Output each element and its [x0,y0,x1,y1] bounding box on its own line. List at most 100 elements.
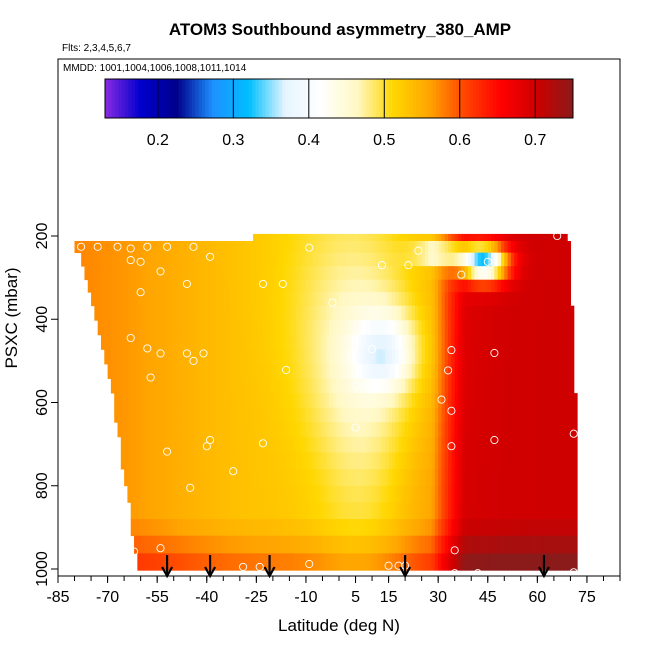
heatmap-cell [557,378,562,394]
heatmap-cell [117,393,122,409]
heatmap-cell [481,422,486,438]
colorbar-segment [522,79,527,118]
heatmap-cell [487,535,492,554]
heatmap-cell [428,436,433,453]
heatmap-cell [196,553,201,571]
heatmap-cell [365,519,370,537]
heatmap-cell [448,305,452,321]
heatmap-cell [299,535,304,554]
heatmap-cell [193,320,198,336]
heatmap-cell [497,252,502,267]
heatmap-cell [279,436,284,453]
heatmap-cell [190,349,195,365]
heatmap-cell [342,305,347,321]
heatmap-cell [458,393,462,409]
heatmap-cell [120,364,125,379]
heatmap-cell [167,378,171,394]
heatmap-cell [368,407,373,423]
heatmap-cell [530,233,535,242]
x-tick-label: -70 [96,589,119,606]
colorbar-segment [402,79,407,118]
heatmap-cell [563,334,568,350]
heatmap-cell [203,485,208,503]
heatmap-cell [431,378,436,394]
heatmap-cell [484,535,489,554]
heatmap-cell [157,364,162,379]
heatmap-cell [296,519,300,537]
heatmap-cell [210,535,214,554]
heatmap-cell [213,469,218,487]
heatmap-cell [474,553,479,571]
colorbar-segment [499,79,504,118]
heatmap-cell [319,436,324,453]
heatmap-cell [454,393,459,409]
heatmap-cell [481,349,486,365]
heatmap-cell [223,485,228,503]
heatmap-cell [563,305,568,321]
heatmap-cell [170,349,175,365]
heatmap-cell [219,378,224,394]
heatmap-cell [143,422,148,438]
heatmap-cell [484,485,489,503]
heatmap-cell [484,436,489,453]
heatmap-cell [124,436,129,453]
heatmap-cell [120,393,125,409]
heatmap-cell [504,553,509,571]
heatmap-cell [372,305,376,321]
heatmap-cell [441,252,446,267]
heatmap-cell [236,252,241,267]
heatmap-cell [537,469,542,487]
heatmap-cell [246,241,251,254]
heatmap-cell [385,266,390,281]
heatmap-cell [428,407,433,423]
heatmap-cell [401,266,406,281]
heatmap-cell [461,279,466,293]
heatmap-cell [319,378,324,394]
heatmap-cell [289,320,294,336]
heatmap-cell [431,252,436,267]
x-tick-label: 30 [429,589,447,606]
heatmap-cell [537,502,542,520]
heatmap-cell [434,252,439,267]
heatmap-cell [153,292,158,307]
heatmap-cell [239,519,244,537]
heatmap-cell [77,241,82,254]
heatmap-cell [494,241,499,254]
heatmap-cell [573,519,578,537]
heatmap-cell [348,241,353,254]
heatmap-cell [540,407,545,423]
heatmap-cell [421,535,426,554]
heatmap-cell [497,292,502,307]
heatmap-cell [329,422,333,438]
heatmap-cell [292,266,297,281]
heatmap-cell [524,469,529,487]
heatmap-cell [448,252,452,267]
heatmap-cell [173,469,178,487]
heatmap-cell [315,279,320,293]
colorbar-ticks: 0.2 0.3 0.4 0.5 0.6 0.7 [147,79,546,149]
heatmap-cell [305,422,310,438]
colorbar-segment [425,79,430,118]
heatmap-cell [143,292,148,307]
heatmap-cell [543,452,548,470]
heatmap-cell [246,422,251,438]
heatmap-cell [474,407,479,423]
heatmap-cell [467,241,472,254]
heatmap-cell [203,252,208,267]
heatmap-cell [134,305,138,321]
heatmap-cell [550,292,555,307]
heatmap-cell [345,279,350,293]
heatmap-cell [355,422,360,438]
heatmap-cell [117,334,122,350]
heatmap-cell [431,485,436,503]
heatmap-cell [160,320,165,336]
heatmap-cell [213,349,218,365]
heatmap-cell [272,334,277,350]
heatmap-cell [107,320,112,336]
heatmap-cell [127,292,132,307]
colorbar-segment [312,79,317,118]
heatmap-cell [305,252,310,267]
heatmap-cell [461,292,466,307]
heatmap-cell [127,334,132,350]
heatmap-cell [385,502,390,520]
